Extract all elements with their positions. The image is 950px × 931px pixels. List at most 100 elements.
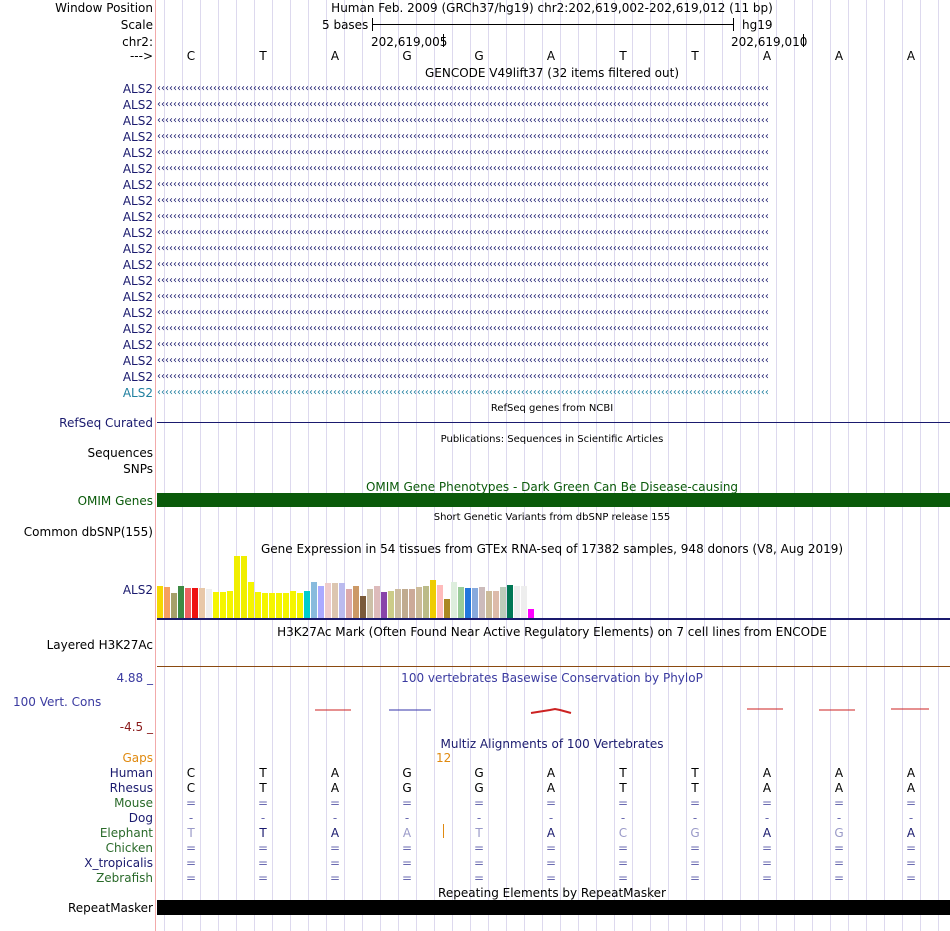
phylop-track-title[interactable]: 100 vertebrates Basewise Conservation by… (401, 671, 703, 685)
gtex-tissue-bar[interactable] (220, 592, 226, 618)
multiz-species-label[interactable]: Dog (128, 811, 153, 825)
gtex-tissue-bar[interactable] (388, 591, 394, 618)
gtex-tissue-bar[interactable] (290, 591, 296, 618)
gtex-tissue-bar[interactable] (486, 591, 492, 618)
gtex-tissue-bar[interactable] (430, 580, 436, 618)
gtex-expression-chart[interactable] (157, 556, 537, 618)
publications-sequences-label[interactable]: Sequences (87, 446, 153, 460)
gtex-tissue-bar[interactable] (192, 588, 198, 618)
gtex-tissue-bar[interactable] (395, 589, 401, 618)
gtex-tissue-bar[interactable] (360, 596, 366, 618)
dbsnp-track-title[interactable]: Short Genetic Variants from dbSNP releas… (433, 512, 671, 523)
multiz-track-title[interactable]: Multiz Alignments of 100 Vertebrates (440, 737, 664, 751)
gtex-tissue-bar[interactable] (367, 589, 373, 618)
gtex-tissue-bar[interactable] (248, 582, 254, 618)
gencode-track-title[interactable]: GENCODE V49lift37 (32 items filtered out… (424, 66, 680, 80)
gtex-tissue-bar[interactable] (458, 587, 464, 618)
multiz-species-label[interactable]: Zebrafish (96, 871, 153, 885)
gtex-tissue-bar[interactable] (402, 589, 408, 618)
gtex-tissue-bar[interactable] (451, 582, 457, 618)
gtex-tissue-bar[interactable] (444, 599, 450, 618)
multiz-species-label[interactable]: Rhesus (109, 781, 153, 795)
gencode-transcript-label[interactable]: ALS2 (122, 130, 153, 144)
omim-phenotype-bar[interactable] (157, 493, 950, 507)
gencode-transcript-arrows[interactable]: ‹‹‹‹‹‹‹‹‹‹‹‹‹‹‹‹‹‹‹‹‹‹‹‹‹‹‹‹‹‹‹‹‹‹‹‹‹‹‹‹… (157, 164, 769, 174)
gtex-tissue-bar[interactable] (262, 593, 268, 618)
multiz-species-label[interactable]: Mouse (114, 796, 153, 810)
multiz-species-label[interactable]: Chicken (105, 841, 153, 855)
gtex-tissue-bar[interactable] (185, 588, 191, 618)
gtex-tissue-bar[interactable] (493, 591, 499, 618)
gencode-transcript-arrows[interactable]: ‹‹‹‹‹‹‹‹‹‹‹‹‹‹‹‹‹‹‹‹‹‹‹‹‹‹‹‹‹‹‹‹‹‹‹‹‹‹‹‹… (157, 196, 769, 206)
multiz-species-label[interactable]: X_tropicalis (84, 856, 153, 870)
gencode-transcript-label[interactable]: ALS2 (122, 354, 153, 368)
gencode-transcript-arrows[interactable]: ‹‹‹‹‹‹‹‹‹‹‹‹‹‹‹‹‹‹‹‹‹‹‹‹‹‹‹‹‹‹‹‹‹‹‹‹‹‹‹‹… (157, 308, 769, 318)
gtex-tissue-bar[interactable] (339, 583, 345, 618)
publications-track-title[interactable]: Publications: Sequences in Scientific Ar… (440, 434, 664, 445)
omim-track-label[interactable]: OMIM Genes (77, 494, 153, 508)
gtex-tissue-bar[interactable] (346, 589, 352, 618)
gencode-transcript-label[interactable]: ALS2 (122, 322, 153, 336)
gencode-transcript-label[interactable]: ALS2 (122, 98, 153, 112)
phylop-track-label[interactable]: 100 Vert. Cons (13, 695, 102, 709)
gencode-transcript-label[interactable]: ALS2 (122, 274, 153, 288)
gencode-transcript-arrows[interactable]: ‹‹‹‹‹‹‹‹‹‹‹‹‹‹‹‹‹‹‹‹‹‹‹‹‹‹‹‹‹‹‹‹‹‹‹‹‹‹‹‹… (157, 372, 769, 382)
gencode-transcript-label[interactable]: ALS2 (122, 226, 153, 240)
gencode-transcript-arrows[interactable]: ‹‹‹‹‹‹‹‹‹‹‹‹‹‹‹‹‹‹‹‹‹‹‹‹‹‹‹‹‹‹‹‹‹‹‹‹‹‹‹‹… (157, 340, 769, 350)
gencode-transcript-arrows[interactable]: ‹‹‹‹‹‹‹‹‹‹‹‹‹‹‹‹‹‹‹‹‹‹‹‹‹‹‹‹‹‹‹‹‹‹‹‹‹‹‹‹… (157, 212, 769, 222)
gtex-tissue-bar[interactable] (255, 592, 261, 618)
repeatmasker-bar[interactable] (157, 900, 950, 915)
gencode-transcript-label[interactable]: ALS2 (122, 162, 153, 176)
gtex-tissue-bar[interactable] (332, 583, 338, 618)
dbsnp-track-label[interactable]: Common dbSNP(155) (23, 525, 153, 539)
gencode-transcript-arrows[interactable]: ‹‹‹‹‹‹‹‹‹‹‹‹‹‹‹‹‹‹‹‹‹‹‹‹‹‹‹‹‹‹‹‹‹‹‹‹‹‹‹‹… (157, 324, 769, 334)
gtex-tissue-bar[interactable] (325, 583, 331, 618)
gencode-transcript-arrows[interactable]: ‹‹‹‹‹‹‹‹‹‹‹‹‹‹‹‹‹‹‹‹‹‹‹‹‹‹‹‹‹‹‹‹‹‹‹‹‹‹‹‹… (157, 260, 769, 270)
gtex-tissue-bar[interactable] (297, 593, 303, 618)
gtex-tissue-bar[interactable] (157, 586, 163, 618)
gencode-transcript-label[interactable]: ALS2 (122, 306, 153, 320)
omim-track-title[interactable]: OMIM Gene Phenotypes - Dark Green Can Be… (365, 480, 739, 494)
gtex-track-label[interactable]: ALS2 (122, 583, 153, 597)
gtex-tissue-bar[interactable] (171, 593, 177, 618)
gencode-transcript-label[interactable]: ALS2 (122, 242, 153, 256)
gencode-transcript-arrows[interactable]: ‹‹‹‹‹‹‹‹‹‹‹‹‹‹‹‹‹‹‹‹‹‹‹‹‹‹‹‹‹‹‹‹‹‹‹‹‹‹‹‹… (157, 100, 769, 110)
gtex-tissue-bar[interactable] (374, 586, 380, 618)
gencode-transcript-arrows[interactable]: ‹‹‹‹‹‹‹‹‹‹‹‹‹‹‹‹‹‹‹‹‹‹‹‹‹‹‹‹‹‹‹‹‹‹‹‹‹‹‹‹… (157, 356, 769, 366)
gtex-tissue-bar[interactable] (416, 587, 422, 618)
gencode-transcript-label[interactable]: ALS2 (122, 146, 153, 160)
gtex-tissue-bar[interactable] (304, 591, 310, 618)
gtex-tissue-bar[interactable] (479, 587, 485, 618)
gtex-tissue-bar[interactable] (269, 593, 275, 618)
gencode-transcript-arrows[interactable]: ‹‹‹‹‹‹‹‹‹‹‹‹‹‹‹‹‹‹‹‹‹‹‹‹‹‹‹‹‹‹‹‹‹‹‹‹‹‹‹‹… (157, 228, 769, 238)
multiz-species-label[interactable]: Elephant (99, 826, 153, 840)
gtex-tissue-bar[interactable] (528, 609, 534, 618)
gencode-transcript-arrows[interactable]: ‹‹‹‹‹‹‹‹‹‹‹‹‹‹‹‹‹‹‹‹‹‹‹‹‹‹‹‹‹‹‹‹‹‹‹‹‹‹‹‹… (157, 148, 769, 158)
h3k27ac-track-title[interactable]: H3K27Ac Mark (Often Found Near Active Re… (277, 625, 827, 639)
gtex-tissue-bar[interactable] (164, 587, 170, 618)
gtex-tissue-bar[interactable] (465, 588, 471, 618)
multiz-gaps-label[interactable]: Gaps (122, 751, 153, 765)
gtex-tissue-bar[interactable] (507, 585, 513, 618)
gencode-transcript-label[interactable]: ALS2 (122, 338, 153, 352)
refseq-track-title[interactable]: RefSeq genes from NCBI (490, 403, 614, 414)
gtex-track-title[interactable]: Gene Expression in 54 tissues from GTEx … (260, 542, 844, 556)
gtex-tissue-bar[interactable] (521, 586, 527, 618)
gtex-tissue-bar[interactable] (241, 556, 247, 618)
gtex-tissue-bar[interactable] (437, 585, 443, 618)
gtex-tissue-bar[interactable] (311, 582, 317, 618)
gtex-tissue-bar[interactable] (318, 586, 324, 618)
repeatmasker-track-title[interactable]: Repeating Elements by RepeatMasker (438, 886, 666, 900)
h3k27ac-signal-line[interactable] (157, 666, 950, 667)
gtex-tissue-bar[interactable] (283, 593, 289, 618)
refseq-gene-line[interactable] (157, 422, 950, 423)
gencode-transcript-arrows[interactable]: ‹‹‹‹‹‹‹‹‹‹‹‹‹‹‹‹‹‹‹‹‹‹‹‹‹‹‹‹‹‹‹‹‹‹‹‹‹‹‹‹… (157, 116, 769, 126)
gtex-tissue-bar[interactable] (423, 586, 429, 618)
gtex-tissue-bar[interactable] (199, 588, 205, 618)
multiz-species-label[interactable]: Human (109, 766, 153, 780)
gtex-tissue-bar[interactable] (213, 592, 219, 618)
gencode-transcript-arrows[interactable]: ‹‹‹‹‹‹‹‹‹‹‹‹‹‹‹‹‹‹‹‹‹‹‹‹‹‹‹‹‹‹‹‹‹‹‹‹‹‹‹‹… (157, 388, 769, 398)
gencode-transcript-arrows[interactable]: ‹‹‹‹‹‹‹‹‹‹‹‹‹‹‹‹‹‹‹‹‹‹‹‹‹‹‹‹‹‹‹‹‹‹‹‹‹‹‹‹… (157, 132, 769, 142)
refseq-track-label[interactable]: RefSeq Curated (59, 416, 153, 430)
gencode-transcript-arrows[interactable]: ‹‹‹‹‹‹‹‹‹‹‹‹‹‹‹‹‹‹‹‹‹‹‹‹‹‹‹‹‹‹‹‹‹‹‹‹‹‹‹‹… (157, 180, 769, 190)
